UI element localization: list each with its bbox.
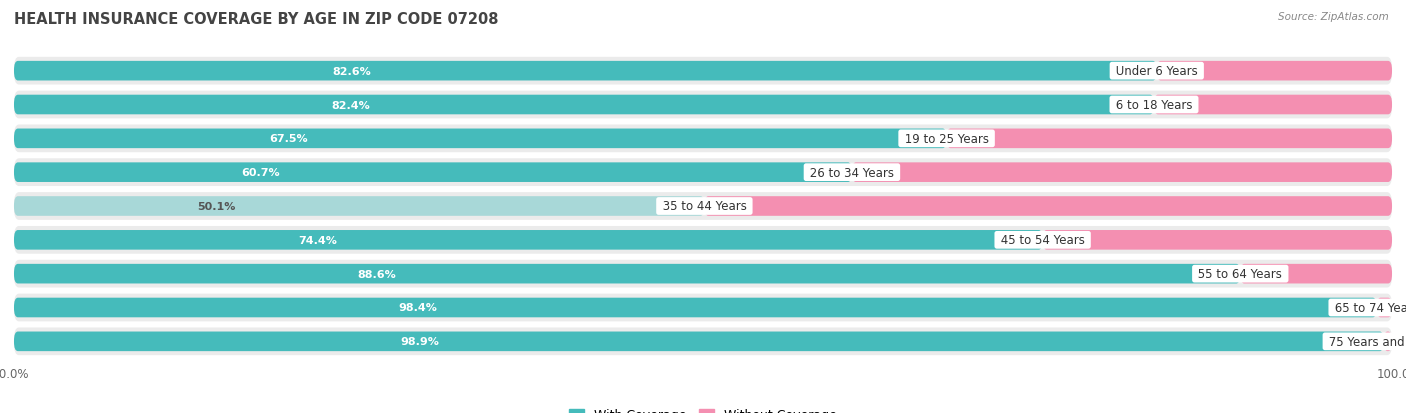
Text: 19 to 25 Years: 19 to 25 Years xyxy=(901,133,993,145)
Text: 88.6%: 88.6% xyxy=(357,269,396,279)
FancyBboxPatch shape xyxy=(14,159,1392,187)
FancyBboxPatch shape xyxy=(1043,230,1392,250)
Text: 35 to 44 Years: 35 to 44 Years xyxy=(658,200,751,213)
FancyBboxPatch shape xyxy=(14,125,1392,153)
FancyBboxPatch shape xyxy=(14,298,1376,318)
FancyBboxPatch shape xyxy=(14,332,1384,351)
Text: 26 to 34 Years: 26 to 34 Years xyxy=(806,166,898,179)
Legend: With Coverage, Without Coverage: With Coverage, Without Coverage xyxy=(564,404,842,413)
FancyBboxPatch shape xyxy=(704,197,1392,216)
Text: Under 6 Years: Under 6 Years xyxy=(1112,65,1202,78)
FancyBboxPatch shape xyxy=(946,129,1392,149)
FancyBboxPatch shape xyxy=(14,328,1392,355)
FancyBboxPatch shape xyxy=(14,230,1043,250)
FancyBboxPatch shape xyxy=(14,294,1392,322)
Text: HEALTH INSURANCE COVERAGE BY AGE IN ZIP CODE 07208: HEALTH INSURANCE COVERAGE BY AGE IN ZIP … xyxy=(14,12,499,27)
Text: Source: ZipAtlas.com: Source: ZipAtlas.com xyxy=(1278,12,1389,22)
Text: 55 to 64 Years: 55 to 64 Years xyxy=(1195,268,1286,280)
FancyBboxPatch shape xyxy=(14,192,1392,221)
Text: 50.1%: 50.1% xyxy=(197,202,235,211)
Text: 74.4%: 74.4% xyxy=(298,235,337,245)
FancyBboxPatch shape xyxy=(1157,62,1392,81)
Text: 45 to 54 Years: 45 to 54 Years xyxy=(997,234,1088,247)
Text: 6 to 18 Years: 6 to 18 Years xyxy=(1112,99,1197,112)
Text: 82.4%: 82.4% xyxy=(332,100,371,110)
FancyBboxPatch shape xyxy=(14,58,1392,85)
FancyBboxPatch shape xyxy=(1154,95,1392,115)
Text: 98.9%: 98.9% xyxy=(401,337,440,347)
Text: 65 to 74 Years: 65 to 74 Years xyxy=(1331,301,1406,314)
FancyBboxPatch shape xyxy=(14,197,704,216)
FancyBboxPatch shape xyxy=(14,226,1392,254)
FancyBboxPatch shape xyxy=(14,95,1154,115)
FancyBboxPatch shape xyxy=(1376,298,1392,318)
FancyBboxPatch shape xyxy=(14,163,852,183)
FancyBboxPatch shape xyxy=(1384,332,1392,351)
Text: 67.5%: 67.5% xyxy=(270,134,308,144)
FancyBboxPatch shape xyxy=(14,62,1157,81)
Text: 82.6%: 82.6% xyxy=(333,66,371,76)
FancyBboxPatch shape xyxy=(852,163,1392,183)
FancyBboxPatch shape xyxy=(14,260,1392,288)
Text: 75 Years and older: 75 Years and older xyxy=(1324,335,1406,348)
Text: 98.4%: 98.4% xyxy=(398,303,437,313)
FancyBboxPatch shape xyxy=(1240,264,1392,284)
FancyBboxPatch shape xyxy=(14,264,1240,284)
FancyBboxPatch shape xyxy=(14,129,946,149)
FancyBboxPatch shape xyxy=(14,91,1392,119)
Text: 60.7%: 60.7% xyxy=(242,168,280,178)
